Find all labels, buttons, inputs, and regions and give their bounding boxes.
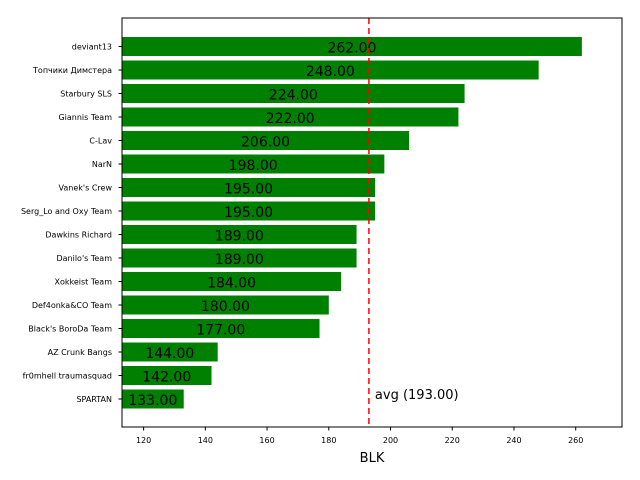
bar: [122, 272, 342, 291]
bar-value-label: 195.00: [224, 205, 273, 221]
bar-value-label: 195.00: [224, 182, 273, 198]
y-tick-label: Топчики Димстера: [32, 66, 112, 75]
bar-value-label: 248.00: [306, 64, 355, 80]
y-tick-label: NarN: [92, 160, 112, 169]
average-label: avg (193.00): [375, 388, 459, 403]
bar-value-label: 206.00: [241, 135, 290, 151]
y-tick-label: AZ Crunk Bangs: [48, 348, 112, 357]
average-line-group: avg (193.00): [368, 18, 459, 427]
bar-value-label: 142.00: [142, 370, 191, 386]
x-axis: 120 140 160 180 200 220 240 260: [136, 427, 583, 445]
y-tick-label: Xokkeist Team: [55, 278, 113, 287]
bar: [122, 131, 410, 150]
bar-value-label: 222.00: [266, 111, 315, 127]
bar: [122, 366, 212, 385]
y-tick-label: Serg_Lo and Oxy Team: [21, 207, 112, 216]
bar: [122, 295, 329, 315]
y-tick-label: C-Lav: [89, 137, 112, 146]
bar-value-label: 189.00: [215, 252, 264, 268]
x-tick-label: 160: [259, 436, 274, 445]
bar-value-label: 144.00: [145, 346, 194, 362]
y-tick-label: Starbury SLS: [60, 90, 112, 99]
y-axis: deviant13 Топчики Димстера Starbury SLS Gia…: [21, 43, 122, 404]
x-tick-label: 220: [445, 436, 460, 445]
x-tick-label: 140: [198, 436, 213, 445]
bar: [122, 389, 184, 409]
y-tick-label: Def4onka&CO Team: [32, 301, 112, 310]
bar: [122, 178, 376, 197]
y-tick-label: Giannis Team: [58, 113, 112, 122]
y-tick-label: deviant13: [72, 43, 112, 52]
x-axis-title: BLK: [360, 451, 385, 466]
bar-value-label: 189.00: [215, 229, 264, 245]
bar: [122, 248, 357, 268]
bar: [122, 107, 459, 127]
bar-value-label: 133.00: [128, 393, 177, 409]
x-tick-label: 240: [506, 436, 521, 445]
value-labels-group: 262.00 248.00 224.00 222.00 206.00 198.00 195.…: [128, 41, 376, 410]
bar: [122, 319, 320, 338]
y-tick-label: fr0mhell traumasquad: [23, 372, 112, 381]
y-tick-label: Vanek's Crew: [59, 184, 113, 193]
bar: [122, 37, 582, 56]
bar-value-label: 198.00: [229, 158, 278, 174]
bar: [122, 342, 218, 362]
y-tick-label: Black's BoroDa Team: [28, 325, 112, 334]
x-tick-label: 120: [136, 436, 151, 445]
y-tick-label: SPARTAN: [76, 395, 112, 404]
y-tick-label: Danilo's Team: [56, 254, 112, 263]
x-tick-label: 260: [568, 436, 583, 445]
y-tick-label: Dawkins Richard: [45, 231, 112, 240]
bar: [122, 201, 376, 221]
bar-value-label: 224.00: [269, 88, 318, 104]
bar-value-label: 177.00: [196, 323, 245, 339]
bar: [122, 84, 465, 103]
plot-frame: [121, 17, 623, 428]
bars-group: [122, 37, 582, 409]
bar-value-label: 262.00: [327, 41, 376, 57]
bar-value-label: 184.00: [207, 276, 256, 292]
bar: [122, 225, 357, 244]
bar: [122, 154, 385, 174]
bar: [122, 60, 539, 80]
bar-value-label: 180.00: [201, 299, 250, 315]
x-tick-label: 200: [383, 436, 398, 445]
x-tick-label: 180: [321, 436, 336, 445]
